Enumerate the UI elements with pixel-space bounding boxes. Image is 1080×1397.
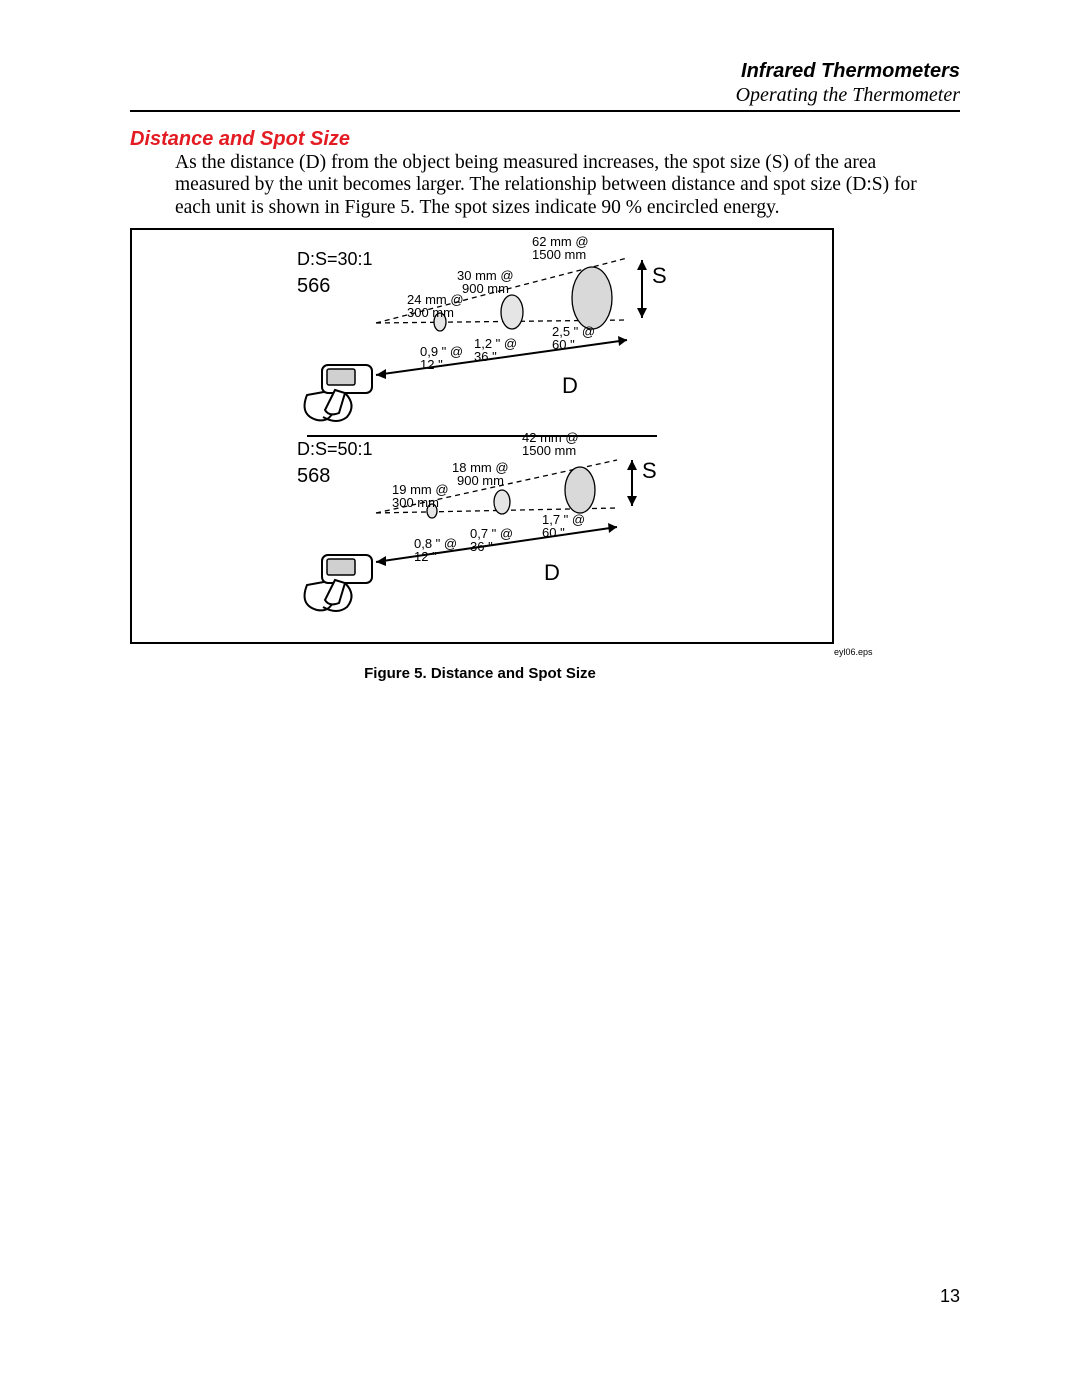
figure-5-diagram: D:S=30:1 566 24 mm @ 300 mm 30 mm @ 900 … <box>132 230 832 642</box>
figure-caption: Figure 5. Distance and Spot Size <box>130 665 830 682</box>
page: Infrared Thermometers Operating the Ther… <box>0 0 1080 1397</box>
figure-5-box: D:S=30:1 566 24 mm @ 300 mm 30 mm @ 900 … <box>130 228 834 644</box>
header-subtitle: Operating the Thermometer <box>736 84 960 107</box>
mm-label: 900 mm <box>462 281 509 296</box>
header-rule <box>130 110 960 112</box>
mm-label: 1500 mm <box>522 443 576 458</box>
diagram-bottom: D:S=50:1 568 19 mm @ 300 mm 18 mm @ 900 … <box>297 430 657 611</box>
page-number: 13 <box>940 1286 960 1307</box>
mm-label: 300 mm <box>407 305 454 320</box>
spot-arrow <box>627 460 637 506</box>
inch-label: 36 " <box>470 539 493 554</box>
d-label: D <box>544 560 560 585</box>
s-label: S <box>642 458 657 483</box>
model-label: 566 <box>297 275 330 297</box>
spot-ellipse <box>572 267 612 329</box>
spot-ellipse <box>494 490 510 514</box>
d-label: D <box>562 373 578 398</box>
section-heading: Distance and Spot Size <box>130 128 350 151</box>
spot-arrow <box>637 260 647 318</box>
thermometer-icon <box>305 365 372 421</box>
thermometer-icon <box>305 555 372 611</box>
mm-label: 900 mm <box>457 473 504 488</box>
inch-label: 60 " <box>542 525 565 540</box>
inch-label: 12 " <box>414 549 437 564</box>
eps-credit: eyl06.eps <box>834 647 873 657</box>
diagram-top: D:S=30:1 566 24 mm @ 300 mm 30 mm @ 900 … <box>297 234 667 421</box>
model-label: 568 <box>297 465 330 487</box>
spot-ellipse <box>501 295 523 329</box>
inch-label: 12 " <box>420 357 443 372</box>
ds-ratio-label: D:S=30:1 <box>297 249 373 269</box>
section-body: As the distance (D) from the object bein… <box>175 152 940 219</box>
header-title: Infrared Thermometers <box>741 60 960 83</box>
inch-label: 36 " <box>474 349 497 364</box>
inch-label: 60 " <box>552 337 575 352</box>
s-label: S <box>652 263 667 288</box>
mm-label: 300 mm <box>392 495 439 510</box>
spot-ellipse <box>565 467 595 513</box>
ds-ratio-label: D:S=50:1 <box>297 439 373 459</box>
mm-label: 1500 mm <box>532 247 586 262</box>
